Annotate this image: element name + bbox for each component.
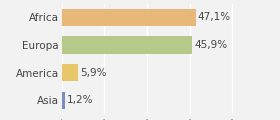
Text: 5,9%: 5,9%: [81, 68, 107, 78]
Bar: [62, 64, 78, 81]
Bar: [62, 9, 195, 26]
Text: 47,1%: 47,1%: [198, 12, 231, 22]
Text: 45,9%: 45,9%: [194, 40, 227, 50]
Bar: [62, 92, 65, 109]
Text: 1,2%: 1,2%: [67, 95, 94, 105]
Bar: [62, 36, 192, 54]
